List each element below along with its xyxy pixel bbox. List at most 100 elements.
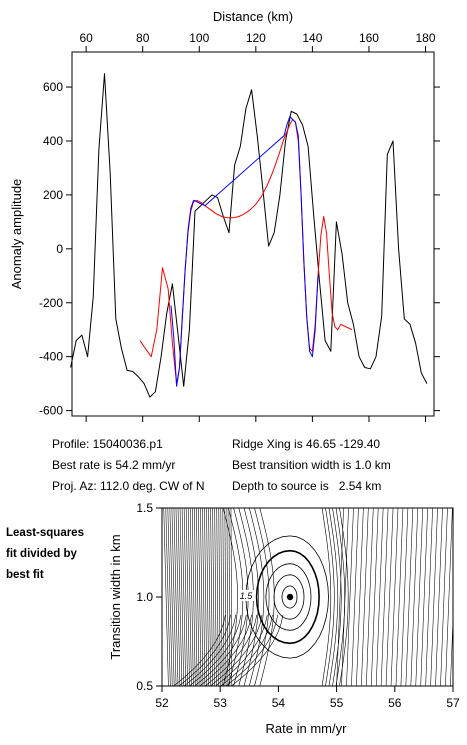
contour-line-left [214,508,217,686]
contour-line-right-band [328,508,339,686]
y-tick-label: 600 [43,80,63,94]
contour-line-lower [173,614,226,686]
contour-line-left [183,508,188,686]
contour-line-right [405,508,414,686]
y-tick-label: -200 [39,296,63,310]
contour-line-right [346,508,354,686]
contour-line-right [351,508,359,686]
contour-ring [265,563,312,631]
contour-line-left [169,508,175,686]
contour-x-axis-title: Rate in mm/yr [266,721,348,736]
contour-line-left [218,508,221,686]
contour-line-left [173,508,179,686]
y-tick-label: 200 [43,188,63,202]
y-tick-label: -600 [39,404,63,418]
contour-line-lower [231,614,284,686]
contour-line-left [196,508,200,686]
contour-line-left [191,508,196,686]
contour-line-right-band [332,508,342,686]
contour-line-lower [204,614,258,686]
contour-line-left [165,508,171,686]
contour-line-left [222,508,225,686]
source-depth-label: Depth to source is 2.54 km [232,479,382,493]
contour-line-mid [259,508,275,686]
contour-line-left [163,508,169,686]
contour-line-lower [183,614,237,686]
contour-line-right [415,508,424,686]
contour-line-right [380,508,389,686]
contour-line-lower [194,614,247,686]
contour-line-lower [189,614,242,686]
x-tick-label: 140 [302,31,322,45]
anomaly-chart: 60 80 100 120 140 160 180 -600 -400 -200 0 200 400 6… [9,9,440,422]
x-tick-label: 52 [155,696,169,710]
contour-line-left [167,508,173,686]
contour-line-right [341,508,349,686]
contour-caption-line: Least-squares [6,527,84,539]
best-fit-point [286,593,294,601]
contour-line-mid [249,508,265,686]
contour-line-left [189,508,194,686]
anomaly-series [70,73,428,398]
contour-line-right [435,508,443,686]
contour-line-left [208,508,211,686]
contour-line-right [445,508,453,686]
y-tick-label: 400 [43,134,63,148]
contour-line-left [171,508,177,686]
contour-line-left [206,508,210,686]
contour-line-right [400,508,409,686]
contour-caption: Least-squares fit divided by best fit [6,523,84,586]
contour-line-right [375,508,384,686]
contour-line-left [187,508,192,686]
y-tick-label: -400 [39,350,63,364]
contour-line-right [385,508,394,686]
x-tick-label: 55 [330,696,344,710]
contour-line-right-band [321,508,332,686]
contour-line-right [430,508,438,686]
contour-lines [163,508,453,686]
contour-line-right [410,508,419,686]
y-tick-label: 1.5 [136,501,153,515]
contour-label-background [238,590,254,601]
contour-line-left [194,508,198,686]
contour-line-lower [220,614,273,686]
contour-line-mid [243,508,259,686]
contour-line-mid [222,508,239,686]
best-transition-width-label: Best transition width is 1.0 km [232,458,391,472]
x-tick-label: 160 [359,31,379,45]
contour-line-left [177,508,183,686]
profile-label: Profile: 15040036.p1 [52,437,163,451]
contour-line-right-band [339,508,349,686]
x-tick-label: 56 [388,696,402,710]
x-tick-label: 54 [272,696,286,710]
contour-line-left [224,508,227,686]
contour-line-left [212,508,215,686]
contour-value-label: 1.5 [240,591,254,601]
contour-line-left [204,508,208,686]
projection-azimuth-label: Proj. Az: 112.0 deg. CW of N [52,479,205,493]
contour-line-right [390,508,399,686]
y-tick-label: 0.5 [136,679,153,693]
contour-line-right [440,508,448,686]
contour-line-lower [199,614,252,686]
contour-line-right [366,508,374,686]
observed-anomaly-line [70,73,428,398]
contour-line-right [356,508,364,686]
contour-line-left [216,508,219,686]
contour-line-right [450,612,453,686]
contour-caption-line: fit divided by [6,548,77,560]
contour-line-lower [215,614,268,686]
contour-caption-line: best fit [6,569,44,581]
contour-ring [281,585,298,609]
x-tick-label: 80 [136,31,150,45]
contour-x-ticks: 52 53 54 55 56 57 [155,686,460,710]
contour-line-left [185,508,190,686]
best-rate-label: Best rate is 54.2 mm/yr [52,458,176,472]
y-tick-label: 0 [56,242,63,256]
contour-line-left [202,508,206,686]
contour-ring [255,549,320,645]
contour-line-right [336,508,344,686]
model-anomaly-line [139,118,353,385]
y-tick-label: 1.0 [136,590,153,604]
